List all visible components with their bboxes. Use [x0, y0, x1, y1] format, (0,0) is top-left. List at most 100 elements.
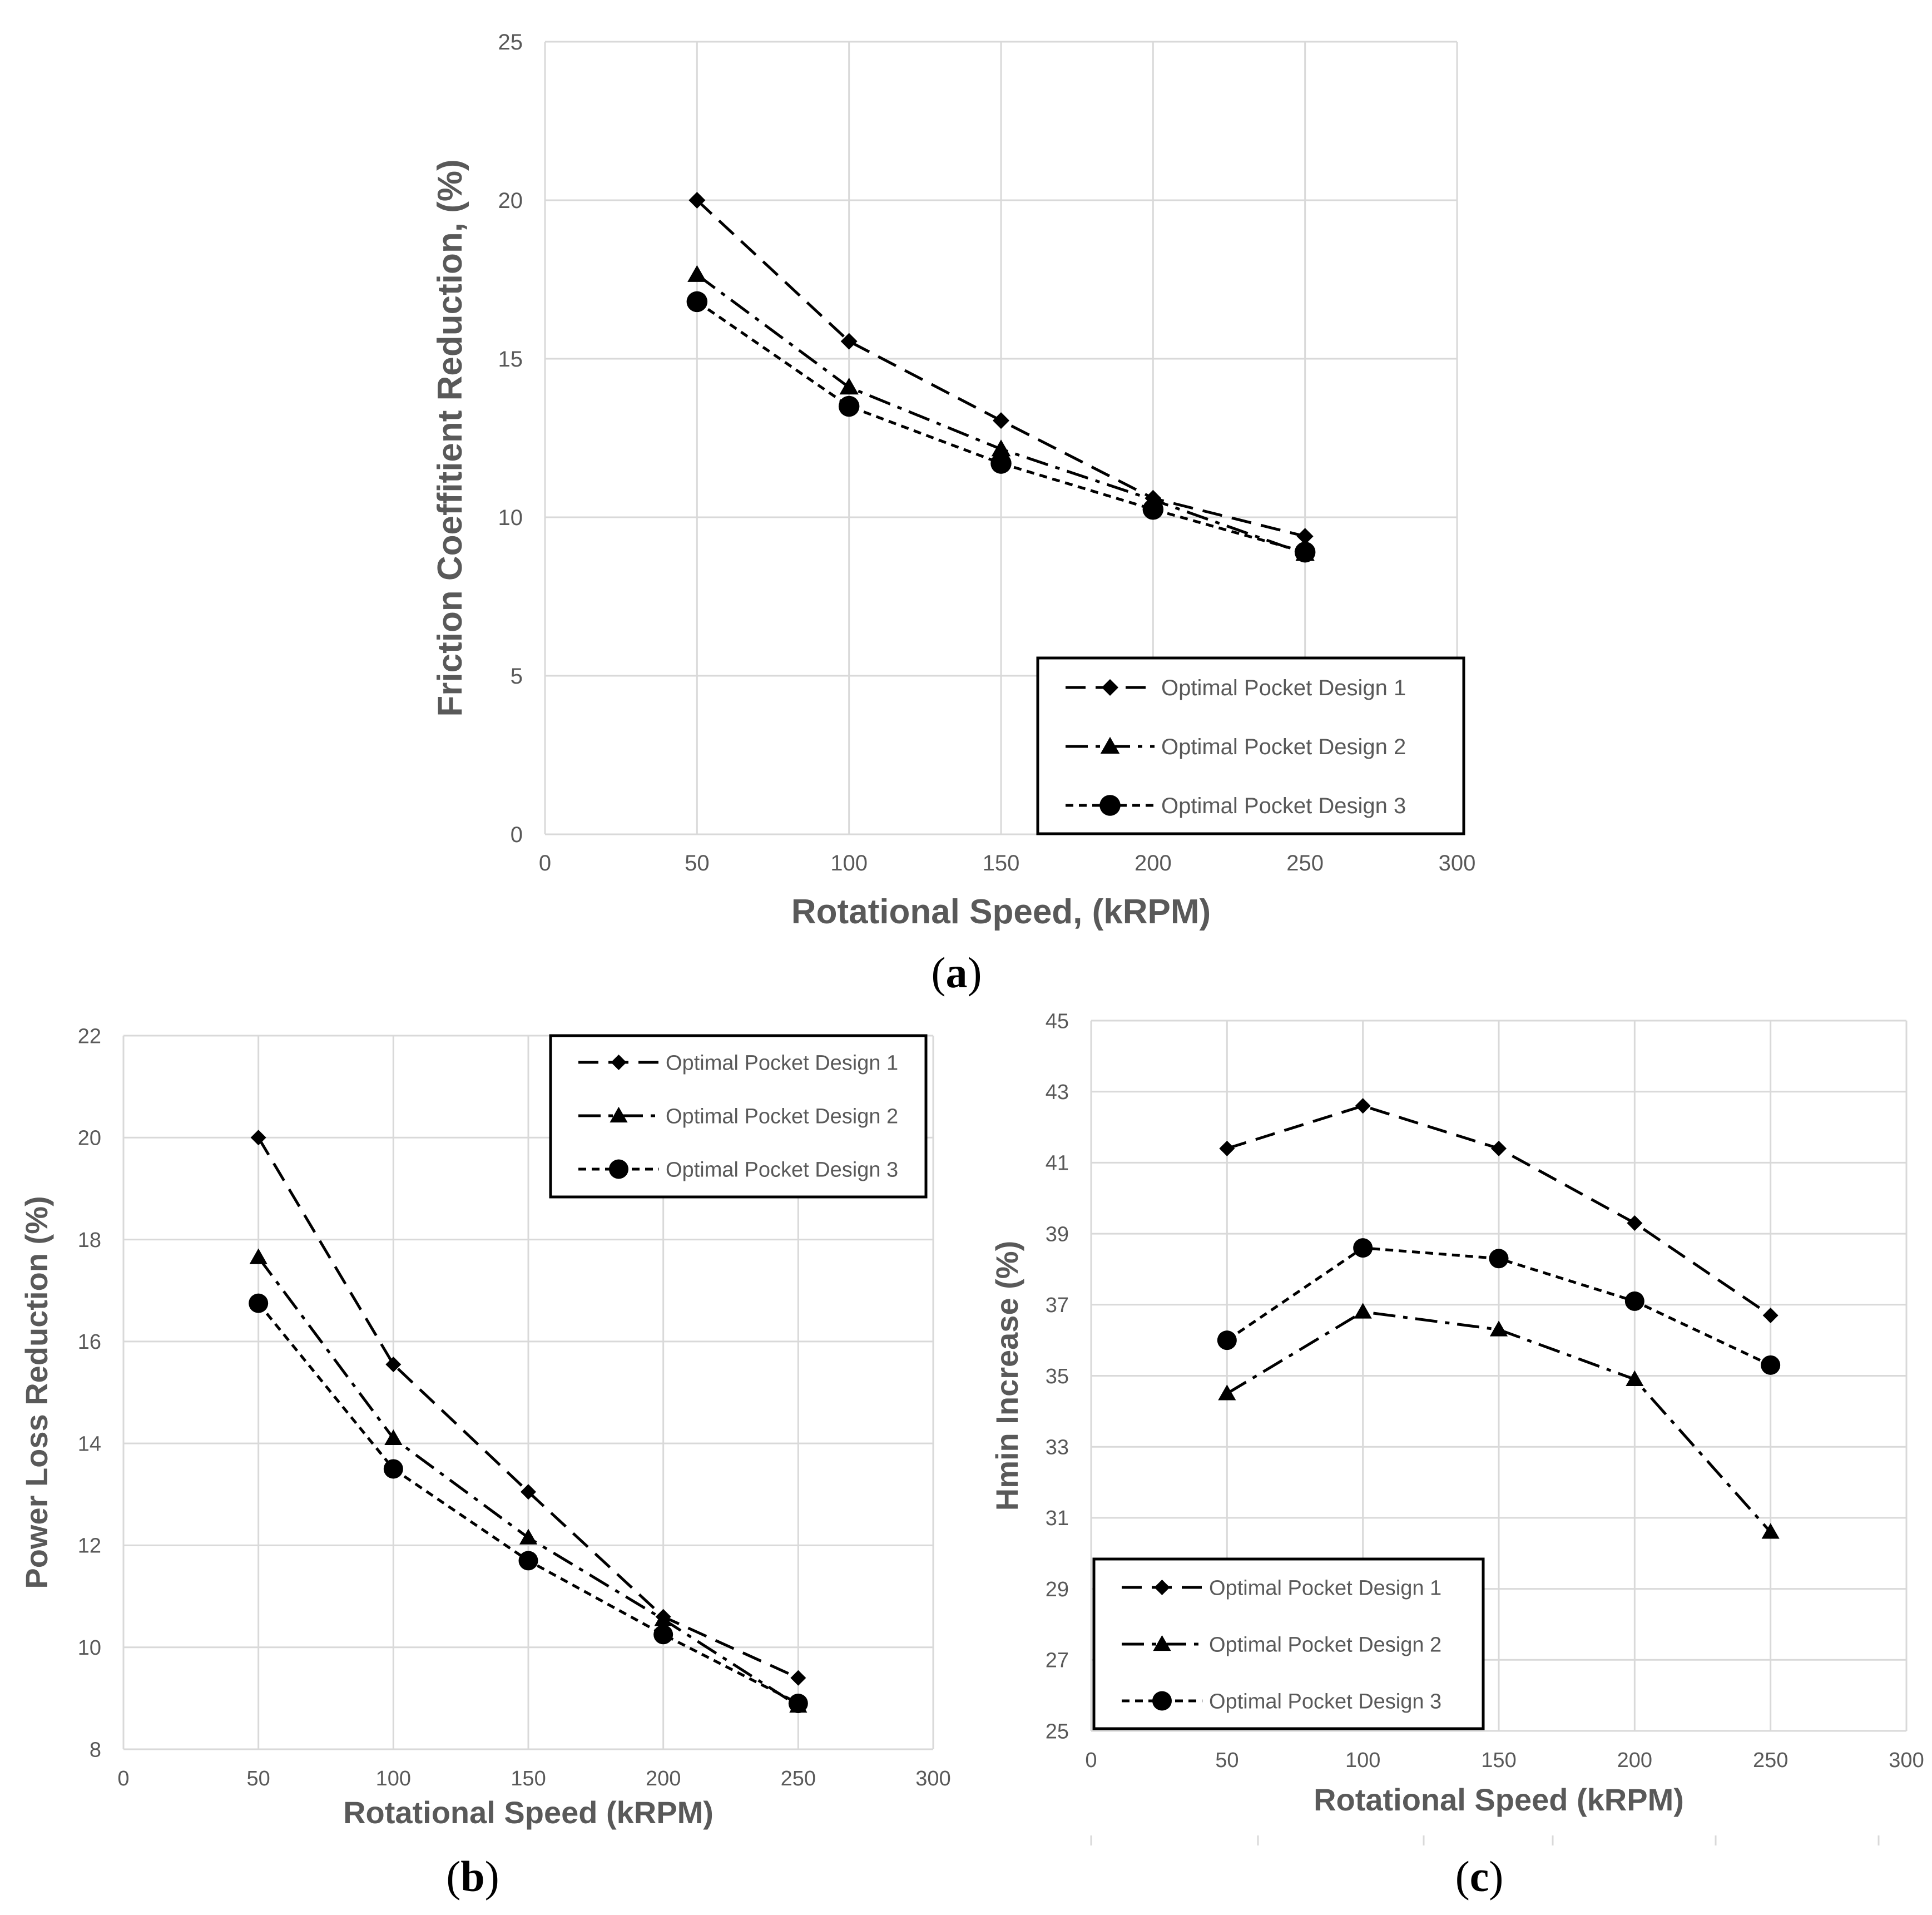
panel-caption: (a) — [932, 948, 982, 997]
data-point — [1491, 1140, 1507, 1156]
y-tick-label: 22 — [78, 1025, 101, 1048]
legend-label: Optimal Pocket Design 1 — [1209, 1576, 1441, 1600]
data-point — [788, 1694, 808, 1714]
panel-caption: (b) — [446, 1852, 499, 1901]
data-point — [991, 439, 1011, 457]
x-tick-label: 150 — [1481, 1749, 1516, 1772]
chart-a: 0 50 100 150 200 250 300 0 5 10 15 20 25 Rotational S… — [431, 30, 1475, 997]
y-tick-label: 18 — [78, 1229, 101, 1252]
legend-label: Optimal Pocket Design 2 — [666, 1105, 898, 1128]
data-point — [249, 1248, 267, 1264]
data-point — [383, 1459, 403, 1479]
legend-marker — [1152, 1691, 1172, 1711]
y-tick-label: 8 — [90, 1738, 101, 1761]
legend-marker — [1153, 1635, 1171, 1651]
data-point — [838, 395, 860, 417]
data-point — [1626, 1370, 1644, 1386]
legend-label: Optimal Pocket Design 2 — [1161, 735, 1406, 759]
y-tick-label: 16 — [78, 1330, 101, 1354]
x-tick-label: 100 — [830, 851, 868, 875]
y-axis-title: Hmin Increase (%) — [989, 1241, 1024, 1511]
x-tick-label: 250 — [1286, 851, 1324, 875]
x-tick-label: 0 — [1085, 1749, 1097, 1772]
data-point — [384, 1429, 403, 1446]
x-tick-label: 200 — [1617, 1749, 1652, 1772]
chart-c: 0 50 100 150 200 250 300 25 27 29 31 33 35 37 39 41 43 45… — [989, 1010, 1924, 1901]
data-point — [1762, 1307, 1779, 1323]
legend-marker — [609, 1159, 628, 1179]
data-point — [1353, 1238, 1373, 1258]
legend-marker — [611, 1055, 627, 1070]
data-point — [249, 1293, 269, 1313]
legend-marker — [610, 1106, 628, 1123]
data-point — [519, 1528, 538, 1545]
legend-marker — [1099, 795, 1121, 816]
y-tick-label: 15 — [498, 347, 523, 372]
series-2 — [249, 1248, 808, 1713]
legend-label: Optimal Pocket Design 2 — [1209, 1633, 1441, 1656]
y-tick-label: 37 — [1046, 1294, 1069, 1317]
data-point — [654, 1610, 672, 1626]
data-point — [1142, 499, 1164, 520]
data-point — [1354, 1303, 1372, 1319]
x-tick-label: 100 — [1345, 1749, 1380, 1772]
data-point — [839, 378, 859, 395]
x-tick-label: 100 — [376, 1767, 411, 1790]
x-axis-title: Rotational Speed, (kRPM) — [791, 893, 1211, 931]
data-point — [521, 1484, 536, 1500]
x-tick-label: 50 — [1215, 1749, 1239, 1772]
legend: Optimal Pocket Design 1 Optimal Pocket De… — [549, 1034, 928, 1199]
x-tick-label: 300 — [1889, 1749, 1924, 1772]
x-tick-label: 150 — [983, 851, 1020, 875]
data-point — [1624, 1291, 1644, 1311]
data-point — [1355, 1098, 1371, 1114]
y-tick-label: 35 — [1046, 1365, 1069, 1388]
legend: Optimal Pocket Design 1 Optimal Pocket De… — [1036, 656, 1465, 835]
series-3 — [1217, 1238, 1781, 1375]
y-tick-label: 33 — [1046, 1436, 1069, 1459]
x-tick-label: 250 — [1753, 1749, 1788, 1772]
chart-b: 0 50 100 150 200 250 300 8 10 12 14 16 18 20 22 Rotatio… — [19, 1025, 951, 1901]
data-point — [688, 192, 706, 209]
y-tick-label: 12 — [78, 1535, 101, 1558]
data-point — [1489, 1249, 1509, 1269]
data-point — [686, 291, 708, 313]
data-point — [653, 1625, 673, 1645]
x-tick-label: 50 — [247, 1767, 270, 1790]
series-line — [1226, 1310, 1772, 1533]
y-tick-label: 31 — [1046, 1507, 1069, 1530]
y-axis-title: Friction Coeffitient Reduction, (%) — [431, 159, 469, 716]
x-tick-label: 150 — [511, 1767, 546, 1790]
legend-marker — [1100, 736, 1120, 754]
data-point — [687, 265, 707, 282]
data-point — [1627, 1215, 1643, 1231]
series-1 — [1219, 1098, 1779, 1323]
data-point — [1761, 1523, 1780, 1539]
data-point — [518, 1551, 538, 1571]
legend-marker — [1154, 1580, 1170, 1595]
x-tick-label: 50 — [685, 851, 710, 875]
y-tick-label: 27 — [1046, 1649, 1069, 1672]
y-tick-label: 41 — [1046, 1152, 1069, 1175]
y-tick-label: 39 — [1046, 1223, 1069, 1246]
y-axis-title: Power Loss Reduction (%) — [19, 1196, 54, 1589]
x-tick-label: 300 — [1439, 851, 1476, 875]
panel-c-bottom-ticks — [1090, 1835, 1880, 1845]
x-axis-title: Rotational Speed (kRPM) — [1314, 1782, 1684, 1817]
y-tick-label: 25 — [498, 30, 523, 55]
x-tick-label: 200 — [646, 1767, 681, 1790]
data-point — [1219, 1140, 1235, 1156]
x-axis-title: Rotational Speed (kRPM) — [343, 1795, 714, 1830]
x-tick-label: 250 — [781, 1767, 816, 1790]
y-tick-label: 5 — [511, 664, 523, 689]
series-3 — [686, 291, 1316, 563]
y-tick-label: 29 — [1046, 1578, 1069, 1601]
x-tick-label: 300 — [915, 1767, 950, 1790]
data-point — [250, 1130, 266, 1146]
data-point — [1296, 528, 1314, 545]
data-point — [1294, 541, 1316, 563]
legend-label: Optimal Pocket Design 1 — [1161, 676, 1406, 700]
y-tick-label: 10 — [498, 506, 523, 530]
y-tick-label: 45 — [1046, 1010, 1069, 1033]
